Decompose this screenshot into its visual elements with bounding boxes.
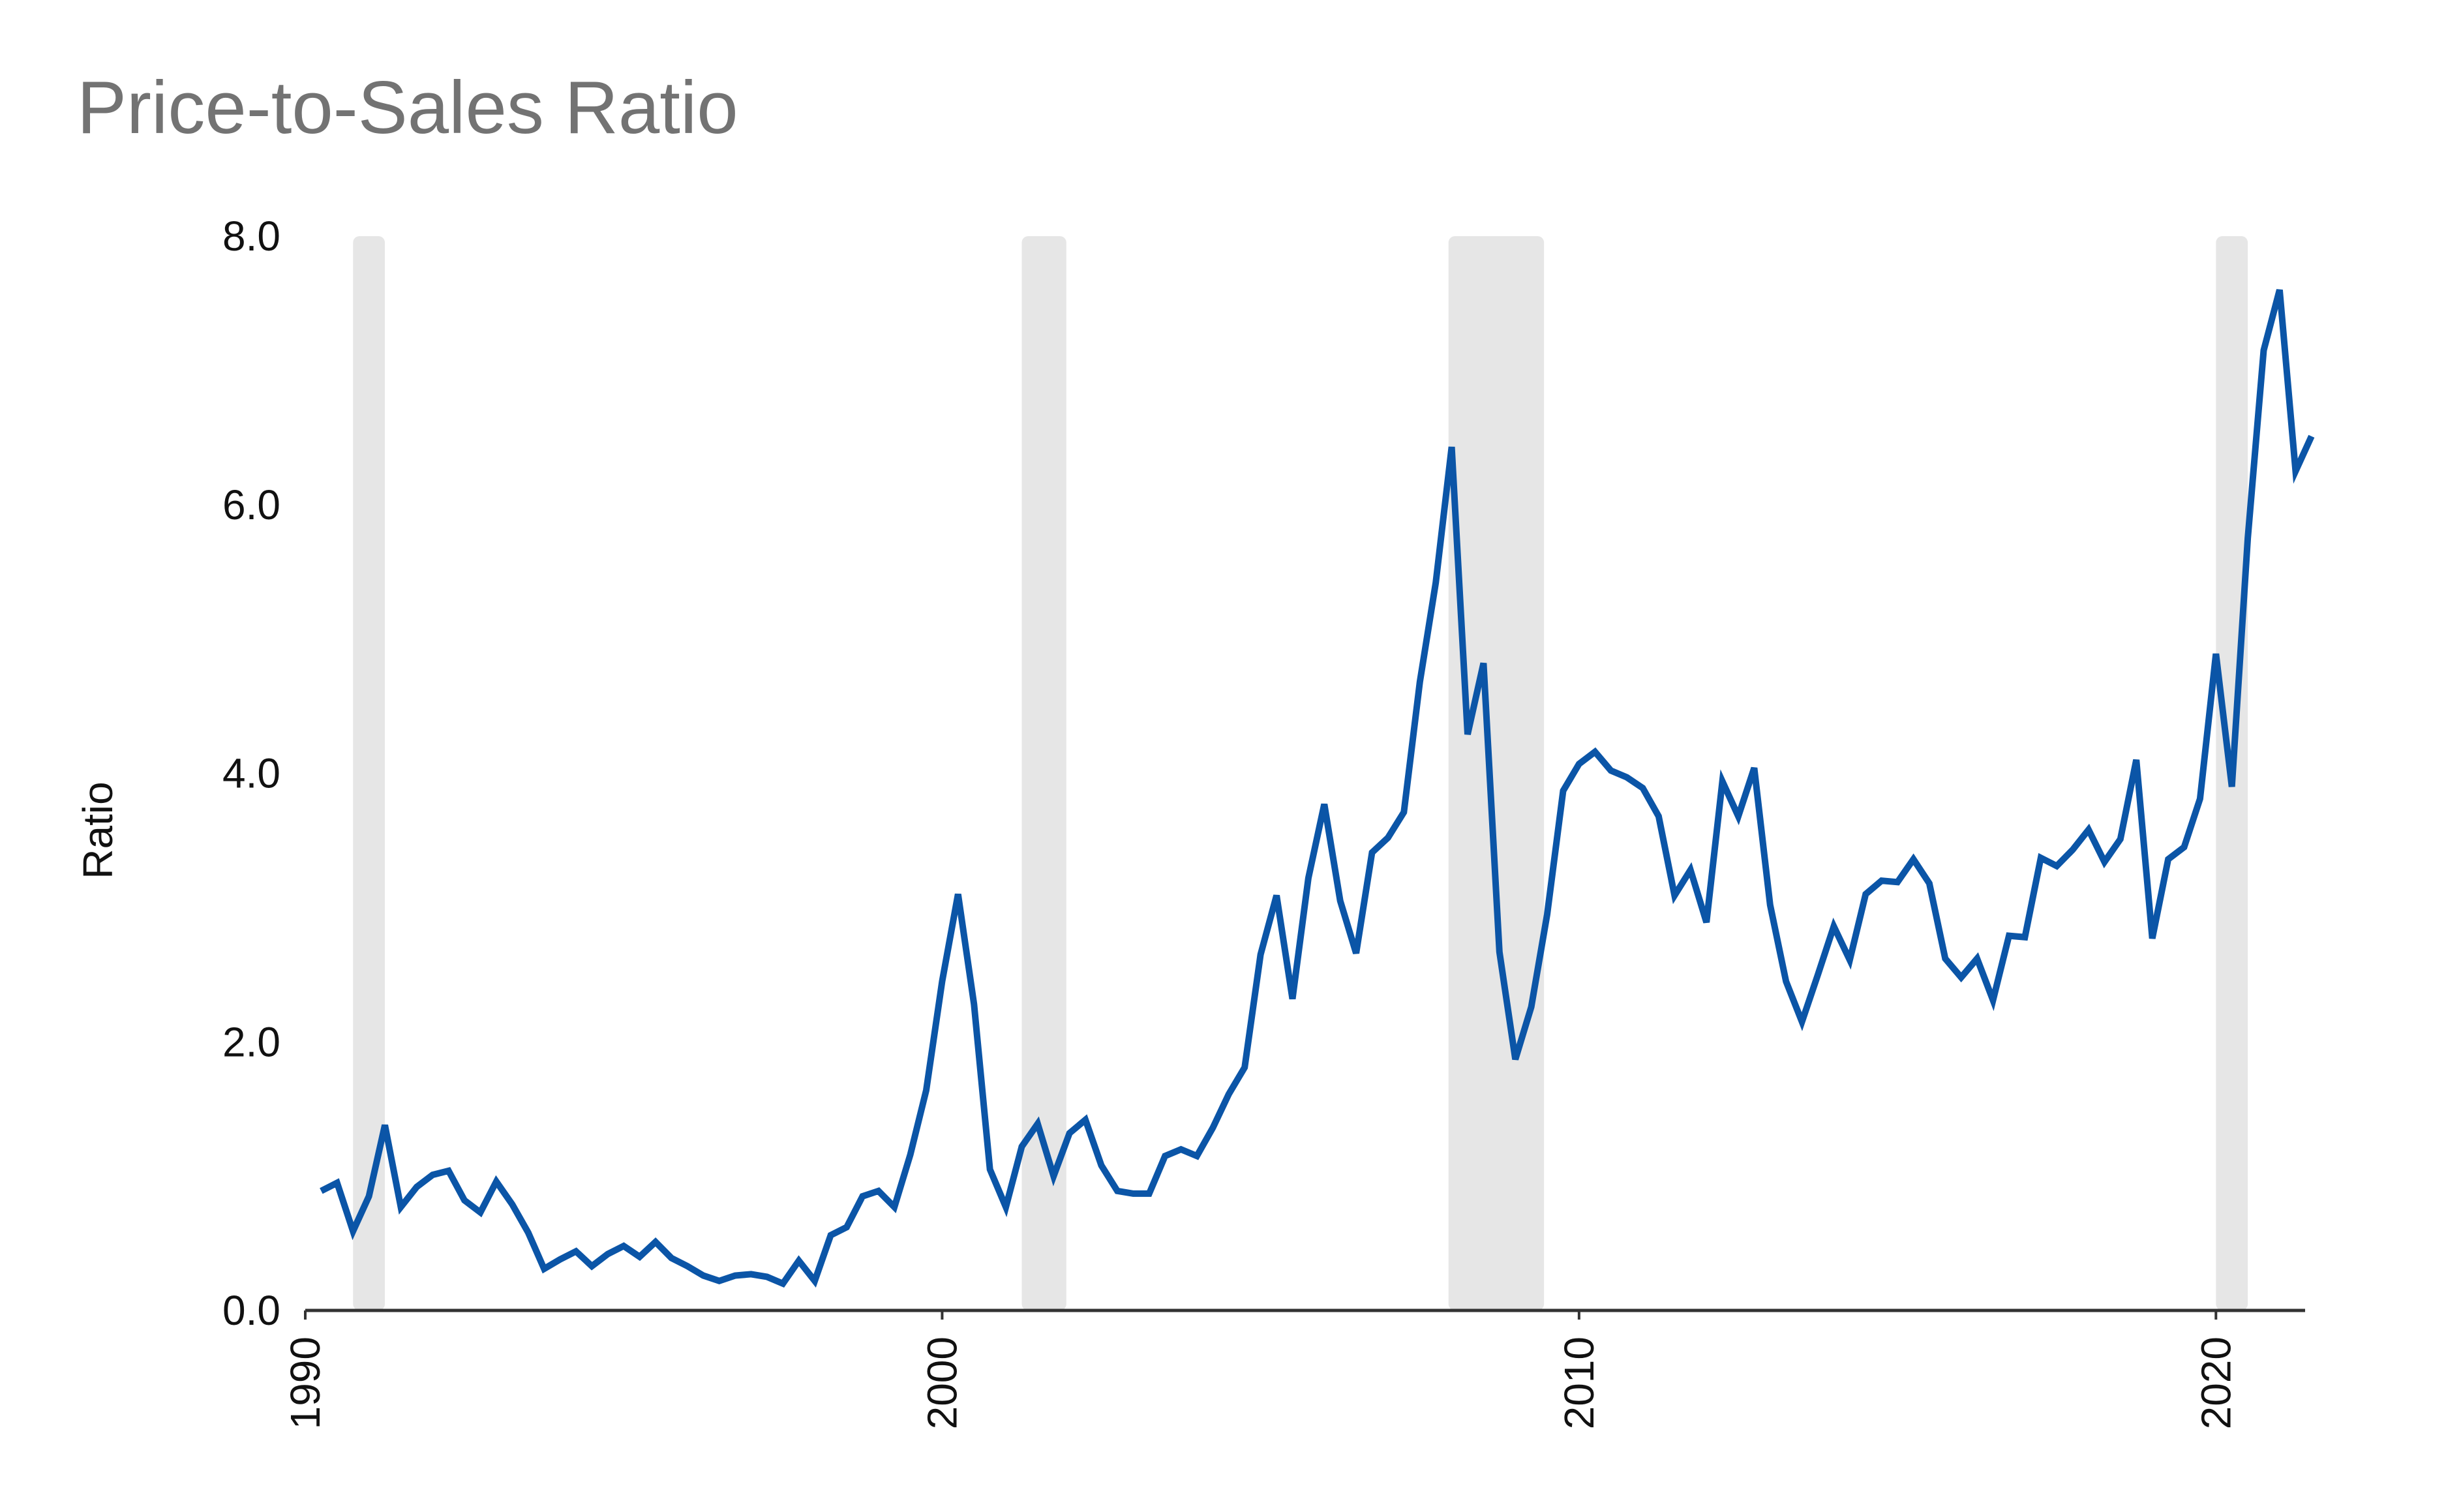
recession-band-0 xyxy=(353,236,385,1310)
y-tick-label: 4.0 xyxy=(222,750,280,797)
chart-title: Price-to-Sales Ratio xyxy=(77,67,738,149)
recession-band-2 xyxy=(1448,236,1545,1310)
y-axis-ticks: 0.0 2.0 4.0 6.0 8.0 xyxy=(222,213,280,1334)
recession-bands xyxy=(353,236,2248,1310)
y-tick-label: 6.0 xyxy=(222,481,280,528)
series-line-price-to-sales xyxy=(320,289,2315,1288)
recession-band-1 xyxy=(1021,236,1066,1310)
x-tick-label: 2010 xyxy=(1556,1337,1603,1429)
x-tick-label: 2020 xyxy=(2192,1337,2239,1429)
x-tick-label: 2000 xyxy=(918,1337,965,1429)
y-tick-label: 0.0 xyxy=(222,1287,280,1334)
y-axis-title: Ratio xyxy=(74,781,121,879)
x-axis-ticks: 1990 2000 2010 2020 xyxy=(282,1310,2239,1429)
y-tick-label: 2.0 xyxy=(222,1018,280,1065)
x-tick-label: 1990 xyxy=(282,1337,329,1429)
y-tick-label: 8.0 xyxy=(222,213,280,260)
